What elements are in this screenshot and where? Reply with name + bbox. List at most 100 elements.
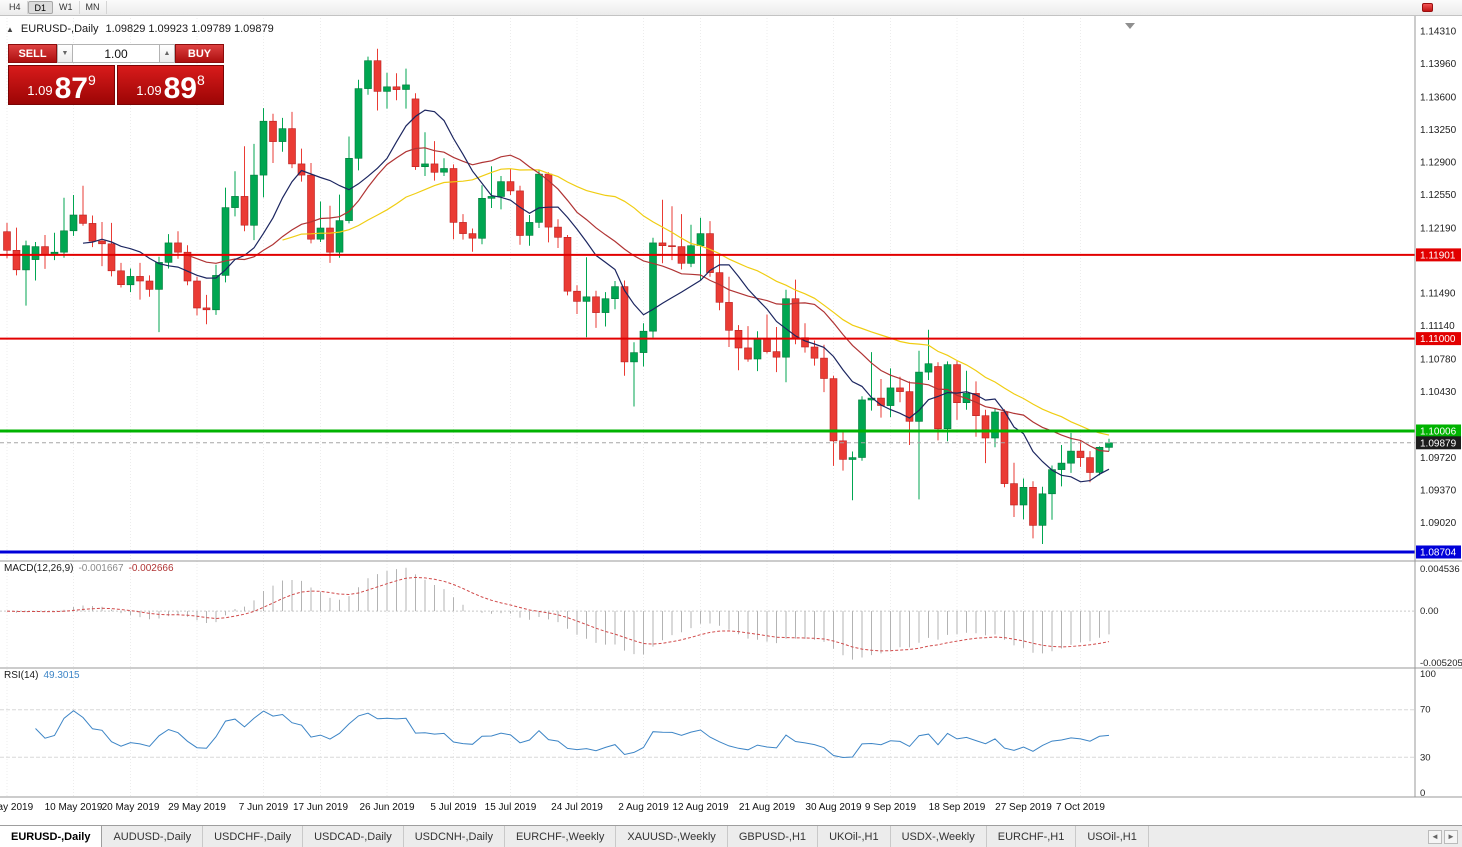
- tab-scroll-right-button[interactable]: ►: [1444, 829, 1458, 844]
- buy-button[interactable]: BUY: [175, 44, 224, 63]
- collapse-arrow-icon[interactable]: ▲: [6, 24, 14, 34]
- sell-button[interactable]: SELL: [8, 44, 57, 63]
- svg-text:5 Jul 2019: 5 Jul 2019: [430, 802, 477, 813]
- svg-text:100: 100: [1420, 669, 1436, 680]
- rsi-value: 49.3015: [43, 670, 80, 681]
- tab-scroll-controls: ◄ ►: [1428, 826, 1462, 847]
- timeframe-button-h4[interactable]: H4: [3, 1, 28, 14]
- trade-price-row: 1.09 87 9 1.09 89 8: [8, 65, 224, 105]
- buy-price-pips: 89: [163, 72, 197, 105]
- svg-text:1.11000: 1.11000: [1420, 334, 1456, 345]
- volume-increase-button[interactable]: ▲: [159, 44, 175, 63]
- chart-tab-ukoil-h1[interactable]: UKOil-,H1: [818, 826, 891, 847]
- svg-text:26 Jun 2019: 26 Jun 2019: [359, 802, 414, 813]
- svg-text:15 Jul 2019: 15 Jul 2019: [485, 802, 537, 813]
- macd-indicator-label: MACD(12,26,9) -0.001667 -0.002666: [4, 563, 174, 574]
- svg-text:1.10430: 1.10430: [1420, 387, 1457, 398]
- chart-tabs-bar: EURUSD-,Daily AUDUSD-,Daily USDCHF-,Daily U…: [0, 825, 1462, 847]
- candles-layer: [3, 48, 1113, 544]
- chart-tab-gbpusd-h1[interactable]: GBPUSD-,H1: [727, 826, 819, 847]
- svg-text:12 Aug 2019: 12 Aug 2019: [672, 802, 729, 813]
- macd-name: MACD(12,26,9): [4, 563, 74, 574]
- svg-text:1.11140: 1.11140: [1420, 321, 1455, 332]
- volume-input[interactable]: [73, 44, 159, 63]
- svg-text:1.10780: 1.10780: [1420, 355, 1457, 366]
- sell-price-pips: 87: [54, 72, 88, 105]
- svg-text:70: 70: [1420, 705, 1431, 716]
- svg-text:20 May 2019: 20 May 2019: [102, 802, 160, 813]
- svg-text:30 Aug 2019: 30 Aug 2019: [805, 802, 862, 813]
- sell-price-point: 9: [87, 72, 96, 88]
- alert-marker-icon[interactable]: [1422, 3, 1433, 12]
- sell-price-prefix: 1.09: [27, 83, 53, 98]
- svg-text:30: 30: [1420, 752, 1431, 763]
- svg-text:-0.005205: -0.005205: [1420, 658, 1462, 669]
- macd-signal-value: -0.002666: [128, 563, 174, 574]
- ohlc-readout: 1.09829 1.09923 1.09789 1.09879: [105, 23, 274, 35]
- toolbar-right: [1422, 3, 1459, 12]
- chart-tab-xauusd-weekly[interactable]: XAUUSD-,Weekly: [616, 826, 728, 847]
- svg-text:1.09020: 1.09020: [1420, 518, 1457, 529]
- trade-controls-row: SELL ▼ ▲ BUY: [8, 44, 224, 63]
- svg-text:24 Jul 2019: 24 Jul 2019: [551, 802, 603, 813]
- svg-text:1.14310: 1.14310: [1420, 27, 1457, 38]
- svg-text:17 Jun 2019: 17 Jun 2019: [293, 802, 348, 813]
- svg-text:27 Sep 2019: 27 Sep 2019: [995, 802, 1052, 813]
- svg-text:9 Sep 2019: 9 Sep 2019: [865, 802, 917, 813]
- svg-text:7 Oct 2019: 7 Oct 2019: [1056, 802, 1105, 813]
- moving-average-30: [282, 168, 1110, 436]
- chart-tab-usdchf-daily[interactable]: USDCHF-,Daily: [203, 826, 304, 847]
- chart-tab-eurchf-weekly[interactable]: EURCHF-,Weekly: [504, 826, 617, 847]
- chart-tab-usdx-weekly[interactable]: USDX-,Weekly: [890, 826, 987, 847]
- chart-tab-eurchf-h1[interactable]: EURCHF-,H1: [986, 826, 1077, 847]
- timeframe-button-w1[interactable]: W1: [53, 1, 80, 14]
- chart-tab-eurusd-daily[interactable]: EURUSD-,Daily: [0, 826, 103, 847]
- svg-text:1.08704: 1.08704: [1420, 547, 1457, 558]
- svg-text:1.09879: 1.09879: [1420, 438, 1457, 449]
- macd-histogram: [16, 567, 1110, 660]
- svg-text:10 May 2019: 10 May 2019: [45, 802, 103, 813]
- timeframe-button-d1[interactable]: D1: [27, 1, 54, 14]
- svg-text:1.13960: 1.13960: [1420, 59, 1457, 70]
- buy-price-prefix: 1.09: [136, 83, 162, 98]
- svg-text:29 May 2019: 29 May 2019: [168, 802, 226, 813]
- chart-title: ▲ EURUSD-,Daily 1.09829 1.09923 1.09789 …: [6, 23, 274, 35]
- svg-text:2 Aug 2019: 2 Aug 2019: [618, 802, 669, 813]
- svg-text:0.004536: 0.004536: [1420, 564, 1460, 575]
- svg-text:1.12900: 1.12900: [1420, 158, 1457, 169]
- sell-price-button[interactable]: 1.09 87 9: [8, 65, 115, 105]
- macd-main-value: -0.001667: [78, 563, 124, 574]
- svg-text:1.09370: 1.09370: [1420, 486, 1457, 497]
- svg-text:18 Sep 2019: 18 Sep 2019: [929, 802, 986, 813]
- chart-tab-usdcnh-daily[interactable]: USDCNH-,Daily: [403, 826, 505, 847]
- svg-text:1.11490: 1.11490: [1420, 289, 1456, 300]
- svg-text:1.12190: 1.12190: [1420, 224, 1457, 235]
- macd-signal-line: [6, 576, 1110, 652]
- chart-tab-usoil-h1[interactable]: USOil-,H1: [1076, 826, 1149, 847]
- one-click-trade-panel: SELL ▼ ▲ BUY 1.09 87 9 1.09 89 8: [8, 44, 224, 105]
- svg-text:1.13600: 1.13600: [1420, 92, 1457, 103]
- rsi-indicator-label: RSI(14) 49.3015: [4, 670, 80, 681]
- volume-decrease-button[interactable]: ▼: [57, 44, 73, 63]
- top-toolbar: H4 D1 W1 MN: [0, 0, 1462, 16]
- timeframe-button-mn[interactable]: MN: [80, 1, 107, 14]
- tab-scroll-left-button[interactable]: ◄: [1428, 829, 1442, 844]
- chart-canvas[interactable]: 1.119011.110001.100061.087041.098791.143…: [0, 16, 1462, 825]
- chart-area[interactable]: 1.11901 1.11000 1.10006 1.08704 1.09879 1.143…: [0, 16, 1462, 825]
- svg-text:1.10006: 1.10006: [1420, 426, 1457, 437]
- buy-price-point: 8: [196, 72, 205, 88]
- rsi-name: RSI(14): [4, 670, 39, 681]
- svg-text:21 Aug 2019: 21 Aug 2019: [739, 802, 796, 813]
- svg-text:1.13250: 1.13250: [1420, 125, 1457, 136]
- svg-text:1.12550: 1.12550: [1420, 190, 1457, 201]
- chart-shift-marker: [1125, 23, 1135, 29]
- grid-layer: [6, 18, 1081, 797]
- svg-text:0: 0: [1420, 788, 1425, 799]
- symbol-period-label: EURUSD-,Daily: [20, 23, 99, 35]
- chart-tab-audusd-daily[interactable]: AUDUSD-,Daily: [102, 826, 204, 847]
- chart-tab-usdcad-daily[interactable]: USDCAD-,Daily: [303, 826, 404, 847]
- svg-text:1.11901: 1.11901: [1420, 250, 1456, 261]
- buy-price-button[interactable]: 1.09 89 8: [117, 65, 224, 105]
- rsi-line: [35, 710, 1110, 759]
